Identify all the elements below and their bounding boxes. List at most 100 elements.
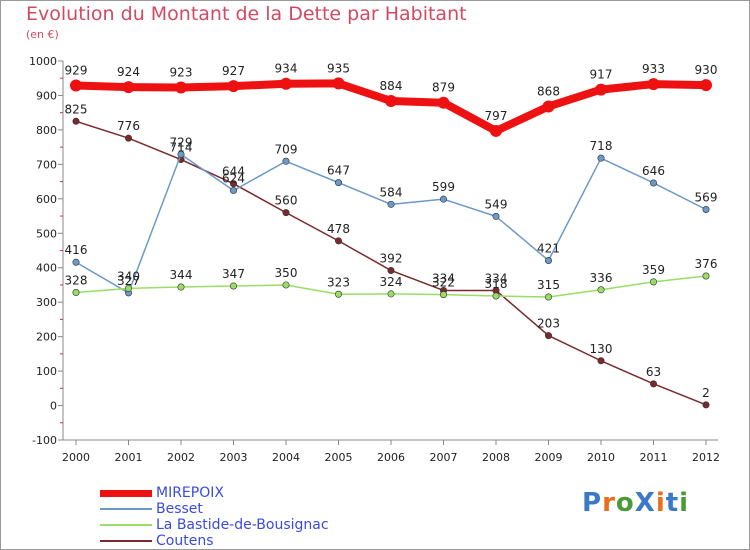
data-point xyxy=(649,278,657,286)
data-point xyxy=(282,209,290,217)
y-tick-label: 500 xyxy=(36,227,57,240)
data-point xyxy=(439,291,447,299)
data-point xyxy=(437,96,450,109)
data-label: 560 xyxy=(275,194,298,208)
data-label: 478 xyxy=(327,222,350,236)
y-tick-label: 0 xyxy=(50,400,57,413)
x-tick-label: 2005 xyxy=(325,451,353,464)
data-label: 934 xyxy=(275,62,298,76)
data-point xyxy=(649,380,657,388)
x-tick-label: 2002 xyxy=(167,451,195,464)
data-point xyxy=(177,283,185,291)
data-point xyxy=(595,83,607,96)
data-point xyxy=(230,187,238,195)
data-label: 327 xyxy=(117,274,140,288)
data-label: 647 xyxy=(327,164,350,178)
data-point xyxy=(649,179,657,187)
data-label: 63 xyxy=(646,365,661,379)
y-tick-label: 1000 xyxy=(29,55,57,68)
x-tick-label: 2008 xyxy=(482,451,510,464)
data-label: 868 xyxy=(537,84,560,98)
x-tick-label: 2007 xyxy=(430,451,458,464)
legend-swatch xyxy=(100,489,152,497)
data-point xyxy=(280,77,292,90)
data-point xyxy=(72,289,80,297)
data-point xyxy=(702,205,710,213)
legend-label: Coutens xyxy=(156,533,214,549)
y-tick-label: 700 xyxy=(36,158,57,171)
legend-swatch xyxy=(100,524,152,526)
legend-item: Besset xyxy=(100,501,329,517)
data-label: 935 xyxy=(327,61,350,75)
data-label: 323 xyxy=(327,275,350,289)
x-tick-label: 2011 xyxy=(640,451,668,464)
legend-label: La Bastide-de-Bousignac xyxy=(156,517,329,533)
data-point xyxy=(230,282,238,290)
data-label: 884 xyxy=(380,79,403,93)
data-point xyxy=(597,154,605,162)
data-point xyxy=(332,77,345,90)
data-label: 334 xyxy=(485,271,508,285)
data-label: 584 xyxy=(380,185,403,199)
data-point xyxy=(334,290,342,298)
data-point xyxy=(544,256,552,264)
data-point xyxy=(387,200,395,208)
data-label: 344 xyxy=(170,268,193,282)
data-point xyxy=(492,292,500,300)
data-label: 318 xyxy=(485,277,508,291)
data-point xyxy=(72,258,80,266)
data-point xyxy=(492,212,500,220)
y-tick-label: -100 xyxy=(32,434,57,447)
data-point xyxy=(597,357,605,365)
chart-subtitle: (en €) xyxy=(26,28,59,41)
x-tick-label: 2001 xyxy=(115,451,143,464)
data-label: 929 xyxy=(65,63,88,77)
data-point xyxy=(334,179,342,187)
legend-item: MIREPOIX xyxy=(100,485,329,501)
data-point xyxy=(544,332,552,340)
x-tick-label: 2009 xyxy=(535,451,563,464)
data-point xyxy=(282,281,290,289)
data-point xyxy=(175,81,187,94)
data-label: 328 xyxy=(65,274,88,288)
data-label: 130 xyxy=(590,342,613,356)
proxiti-logo: ProXiti xyxy=(582,488,690,518)
data-label: 923 xyxy=(170,66,193,80)
legend-item: Coutens xyxy=(100,533,329,549)
data-label: 322 xyxy=(432,276,455,290)
data-point xyxy=(439,195,447,203)
data-label: 729 xyxy=(170,135,193,149)
data-label: 549 xyxy=(485,197,508,211)
data-label: 315 xyxy=(537,278,560,292)
y-tick-label: 800 xyxy=(36,124,57,137)
legend-swatch xyxy=(100,508,152,510)
data-label: 718 xyxy=(590,139,613,153)
data-label: 879 xyxy=(432,81,455,95)
x-tick-label: 2003 xyxy=(220,451,248,464)
data-label: 2 xyxy=(702,386,710,400)
y-tick-label: 600 xyxy=(36,193,57,206)
data-point xyxy=(177,150,185,158)
data-point xyxy=(125,284,133,292)
y-tick-label: 400 xyxy=(36,262,57,275)
x-tick-label: 2006 xyxy=(377,451,405,464)
data-label: 624 xyxy=(222,172,245,186)
y-tick-label: 100 xyxy=(36,365,57,378)
data-label: 917 xyxy=(590,68,613,82)
data-label: 324 xyxy=(380,275,403,289)
x-tick-label: 2010 xyxy=(587,451,615,464)
data-label: 825 xyxy=(65,102,88,116)
data-label: 646 xyxy=(642,164,665,178)
data-label: 599 xyxy=(432,180,455,194)
data-point xyxy=(125,134,133,142)
y-tick-label: 300 xyxy=(36,296,57,309)
data-label: 334 xyxy=(432,271,455,285)
data-point xyxy=(282,157,290,165)
data-label: 203 xyxy=(537,317,560,331)
legend-item: La Bastide-de-Bousignac xyxy=(100,517,329,533)
data-point xyxy=(597,286,605,294)
legend-label: MIREPOIX xyxy=(156,485,224,501)
data-point xyxy=(702,401,710,409)
data-point xyxy=(490,124,502,137)
data-label: 421 xyxy=(537,241,560,255)
